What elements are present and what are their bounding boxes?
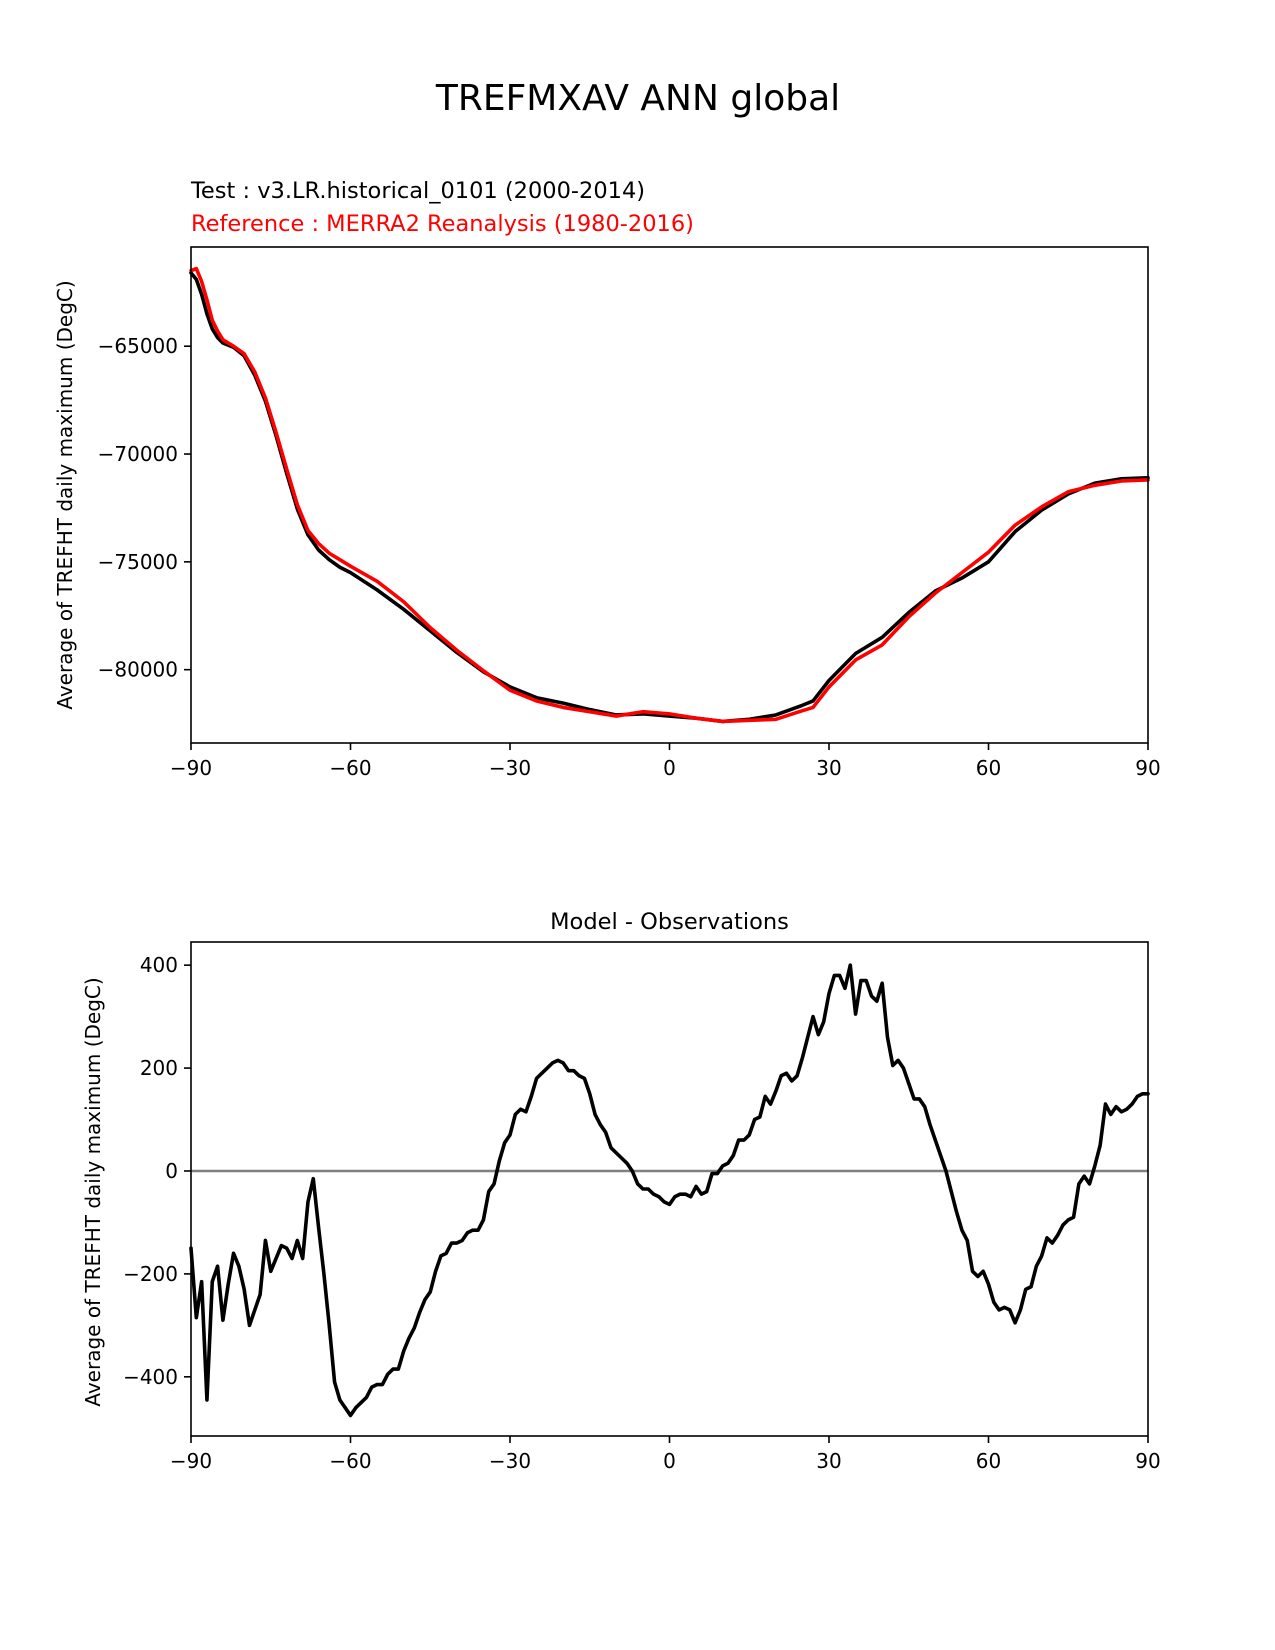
bottom-y-tick-label: 0 — [165, 1159, 178, 1183]
bottom-y-tick-label: −200 — [123, 1262, 178, 1286]
top-y-axis-label: Average of TREFHT daily maximum (DegC) — [53, 280, 77, 709]
bottom-x-tick-label: 60 — [976, 1449, 1001, 1473]
top-x-tick-label: 60 — [976, 756, 1001, 780]
bottom-x-tick-label: 0 — [663, 1449, 676, 1473]
bottom-y-tick-label: 400 — [140, 953, 178, 977]
top-y-tick-label: −75000 — [98, 550, 178, 574]
bottom-x-tick-label: −90 — [170, 1449, 212, 1473]
top-chart-panel: Test : v3.LR.historical_0101 (2000-2014)… — [53, 178, 1161, 780]
bottom-y-axis-label: Average of TREFHT daily maximum (DegC) — [81, 977, 105, 1406]
top-y-tick-label: −65000 — [98, 334, 178, 358]
bottom-x-tick-label: −30 — [489, 1449, 531, 1473]
top-x-tick-label: 0 — [663, 756, 676, 780]
bottom-x-tick-label: 90 — [1135, 1449, 1160, 1473]
top-x-tick-label: 90 — [1135, 756, 1160, 780]
bottom-y-tick-label: −400 — [123, 1365, 178, 1389]
bottom-x-tick-label: 30 — [816, 1449, 841, 1473]
bottom-series-model-observations — [189, 963, 1150, 1418]
top-x-tick-label: −60 — [329, 756, 371, 780]
top-series-reference — [189, 266, 1150, 724]
bottom-x-tick-label: −60 — [329, 1449, 371, 1473]
bottom-chart-panel: Model - Observations Average of TREFHT d… — [81, 909, 1161, 1473]
top-x-tick-label: −30 — [489, 756, 531, 780]
top-x-tick-label: 30 — [816, 756, 841, 780]
bottom-chart-title: Model - Observations — [550, 909, 789, 935]
figure-suptitle: TREFMXAV ANN global — [435, 78, 840, 119]
bottom-y-tick-label: 200 — [140, 1056, 178, 1080]
top-x-tick-label: −90 — [170, 756, 212, 780]
reference-label: Reference : MERRA2 Reanalysis (1980-2016… — [191, 211, 694, 237]
top-y-tick-label: −80000 — [98, 658, 178, 682]
test-label: Test : v3.LR.historical_0101 (2000-2014) — [190, 178, 645, 204]
top-y-tick-label: −70000 — [98, 442, 178, 466]
